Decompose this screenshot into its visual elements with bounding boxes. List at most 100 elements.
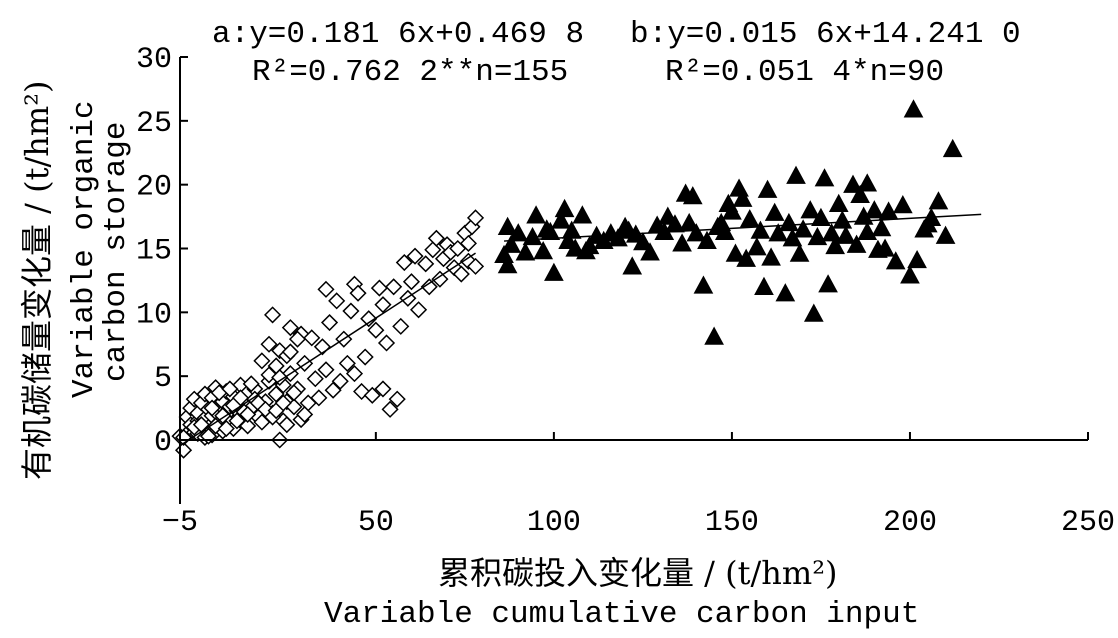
data-point-diamond: [367, 321, 385, 339]
data-point-diamond: [281, 343, 299, 361]
data-point-triangle: [501, 234, 521, 253]
data-point-diamond: [203, 399, 221, 417]
data-point-triangle: [871, 218, 892, 237]
data-point-diamond: [466, 257, 485, 275]
data-point-diamond: [374, 380, 392, 398]
x-ticks: −5 50 100 150 200 250: [162, 432, 1115, 540]
data-point-triangle: [821, 223, 842, 242]
data-point-diamond: [374, 296, 392, 314]
data-point-diamond: [345, 365, 364, 383]
data-point-triangle: [900, 265, 920, 284]
data-point-diamond: [360, 310, 378, 328]
data-point-triangle: [697, 230, 717, 249]
data-point-triangle: [935, 225, 956, 244]
y-axis-label-cn-group: 有机碳储量变化量 / (t/hm²): [18, 80, 56, 480]
data-point-triangle: [722, 201, 742, 220]
data-point-diamond: [452, 265, 470, 283]
y-tick-label: 25: [136, 107, 172, 141]
data-point-diamond: [274, 394, 292, 412]
data-point-diamond: [260, 335, 278, 353]
x-tick-label: 250: [1061, 506, 1115, 540]
y-axis: 0 5 10 15 20 25 30: [136, 43, 188, 504]
y-axis-label-en2-group: carbon storage: [99, 122, 134, 382]
data-point-triangle: [828, 193, 849, 212]
data-point-diamond: [431, 270, 449, 288]
data-point-triangle: [843, 174, 863, 193]
data-point-triangle: [761, 247, 781, 266]
data-point-triangle: [526, 205, 546, 224]
y-axis-label-en-line1: Variable organic: [67, 100, 102, 398]
data-point-triangle: [893, 195, 913, 214]
plot-marks: [171, 99, 982, 459]
y-tick-label: 15: [136, 235, 172, 269]
data-point-diamond: [331, 372, 349, 390]
x-tick-label: −5: [162, 506, 198, 540]
data-point-diamond: [271, 368, 289, 387]
data-point-triangle: [846, 234, 867, 253]
data-point-triangle: [565, 238, 586, 257]
x-tick-label: 200: [883, 506, 937, 540]
data-point-diamond: [328, 292, 346, 310]
data-point-triangle: [732, 188, 753, 207]
data-point-triangle: [800, 200, 821, 219]
data-point-triangle: [814, 168, 835, 187]
data-point-triangle: [864, 200, 885, 219]
data-point-diamond: [296, 405, 314, 424]
y-tick-label: 0: [154, 426, 172, 460]
data-point-triangle: [764, 202, 785, 221]
data-point-triangle: [540, 221, 561, 241]
data-point-triangle: [704, 326, 724, 345]
data-point-triangle: [832, 210, 853, 229]
data-point-triangle: [682, 186, 703, 205]
data-point-triangle: [942, 138, 963, 158]
data-point-triangle: [857, 173, 878, 192]
x-tick-label: 150: [705, 506, 759, 540]
data-point-diamond: [288, 330, 307, 348]
data-point-triangle: [572, 205, 593, 224]
fit-line-b: [503, 213, 982, 242]
data-point-triangle: [811, 207, 831, 227]
y-tick-label: 10: [136, 298, 172, 332]
data-point-diamond: [338, 354, 356, 372]
data-point-triangle: [714, 221, 735, 241]
data-point-triangle: [757, 179, 778, 198]
data-point-triangle: [554, 198, 575, 218]
data-point-triangle: [497, 216, 518, 235]
data-point-triangle: [818, 274, 838, 293]
data-point-triangle: [928, 191, 949, 210]
equation-b-line1: b:y=0.015 6x+14.241 0: [630, 17, 1021, 52]
data-point-triangle: [686, 223, 707, 242]
y-tick-label: 30: [136, 43, 172, 77]
data-point-diamond: [466, 209, 485, 227]
data-point-diamond: [385, 278, 403, 296]
data-point-triangle: [782, 228, 803, 247]
data-point-triangle: [544, 262, 564, 281]
data-point-diamond: [406, 247, 424, 265]
data-point-diamond: [370, 279, 388, 297]
data-point-diamond: [317, 280, 335, 298]
data-point-triangle: [775, 283, 796, 302]
x-axis: −5 50 100 150 200 250: [162, 432, 1115, 540]
data-point-triangle: [693, 275, 714, 294]
data-point-diamond: [349, 284, 367, 302]
data-point-diamond: [221, 380, 239, 398]
data-point-triangle: [793, 219, 813, 238]
data-point-triangle: [533, 241, 554, 260]
data-point-triangle: [779, 212, 799, 232]
data-point-triangle: [747, 237, 767, 256]
x-axis-label-en: Variable cumulative carbon input: [324, 597, 919, 632]
data-point-diamond: [217, 419, 235, 438]
data-point-triangle: [754, 276, 774, 295]
data-point-diamond: [320, 313, 339, 332]
data-point-triangle: [836, 225, 856, 244]
data-point-diamond: [402, 273, 421, 291]
data-point-triangle: [768, 223, 789, 242]
data-point-diamond: [377, 334, 396, 352]
data-point-diamond: [317, 361, 335, 379]
x-tick-label: 100: [527, 506, 581, 540]
x-tick-label: 50: [358, 506, 394, 540]
data-point-diamond: [264, 306, 282, 324]
data-point-triangle: [640, 242, 660, 261]
y-tick-label: 20: [136, 171, 172, 205]
